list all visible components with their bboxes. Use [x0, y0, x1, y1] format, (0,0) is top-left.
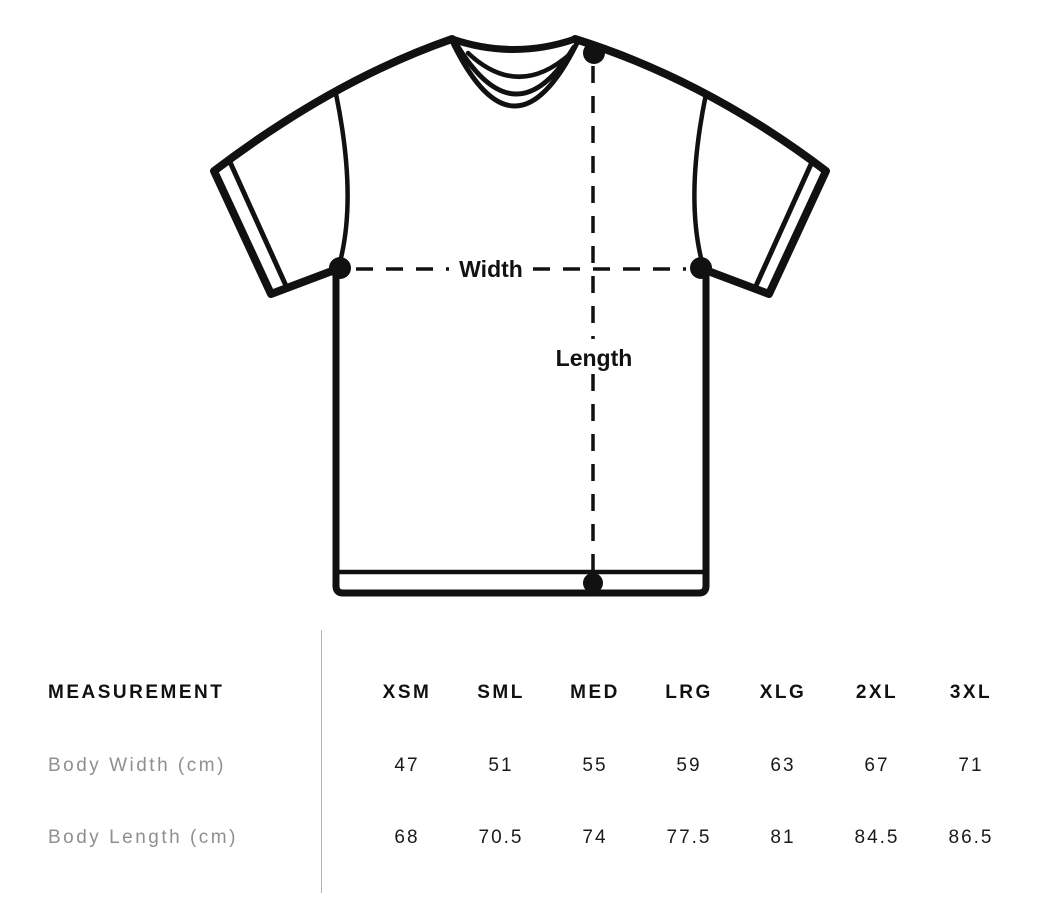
tshirt-body-outline — [332, 262, 710, 597]
tshirt-neck-top-edge — [448, 35, 579, 53]
body-width-sml: 51 — [488, 755, 514, 776]
tshirt-collar-outer-curve — [449, 38, 580, 109]
row-label-body-length: Body Length (cm) — [48, 827, 238, 848]
table-row-body-length: Body Length (cm) 68 70.5 74 77.5 81 84.5… — [0, 818, 1040, 858]
measurement-point-hem — [583, 573, 603, 593]
body-width-3xl: 71 — [958, 755, 984, 776]
column-header-xlg: XLG — [759, 682, 807, 703]
table-row-body-width: Body Width (cm) 47 51 55 59 63 67 71 — [0, 746, 1040, 786]
row-label-body-width: Body Width (cm) — [48, 755, 226, 776]
tshirt-diagram: Width Length — [210, 35, 830, 597]
tshirt-left-sleeve-outline — [210, 35, 456, 298]
measurement-point-left-armpit — [329, 257, 351, 279]
body-width-xlg: 63 — [770, 755, 796, 776]
body-width-xsm: 47 — [394, 755, 420, 776]
column-header-med: MED — [570, 682, 620, 703]
column-header-sml: SML — [477, 682, 525, 703]
body-length-med: 74 — [582, 827, 608, 848]
body-width-lrg: 59 — [676, 755, 702, 776]
column-header-xsm: XSM — [382, 682, 432, 703]
column-header-3xl: 3XL — [949, 682, 993, 703]
tshirt-right-armhole-seam — [692, 91, 709, 265]
body-width-med: 55 — [582, 755, 608, 776]
column-header-measurement: MEASUREMENT — [48, 682, 225, 703]
body-length-3xl: 86.5 — [948, 827, 994, 848]
column-header-2xl: 2XL — [855, 682, 899, 703]
table-divider — [321, 630, 322, 893]
tshirt-left-armhole-seam — [333, 91, 350, 265]
length-dimension-label: Length — [556, 345, 633, 371]
body-length-lrg: 77.5 — [666, 827, 712, 848]
measurement-point-right-armpit — [690, 257, 712, 279]
length-label-background — [551, 341, 637, 373]
body-length-xsm: 68 — [394, 827, 420, 848]
body-length-2xl: 84.5 — [854, 827, 900, 848]
tshirt-right-sleeve-outline — [571, 35, 830, 298]
size-chart-header-row: MEASUREMENT XSM SML MED LRG XLG 2XL 3XL — [0, 673, 1040, 713]
width-dimension-label: Width — [459, 256, 523, 282]
body-length-sml: 70.5 — [478, 827, 524, 848]
measurement-point-collar — [583, 42, 605, 64]
tshirt-collar-back-curve — [465, 50, 573, 79]
tshirt-collar-inner-curve — [454, 42, 577, 97]
body-width-2xl: 67 — [864, 755, 890, 776]
tshirt-right-cuff-seam — [752, 159, 815, 291]
body-length-xlg: 81 — [770, 827, 796, 848]
column-header-lrg: LRG — [665, 682, 713, 703]
tshirt-left-cuff-seam — [227, 159, 290, 291]
